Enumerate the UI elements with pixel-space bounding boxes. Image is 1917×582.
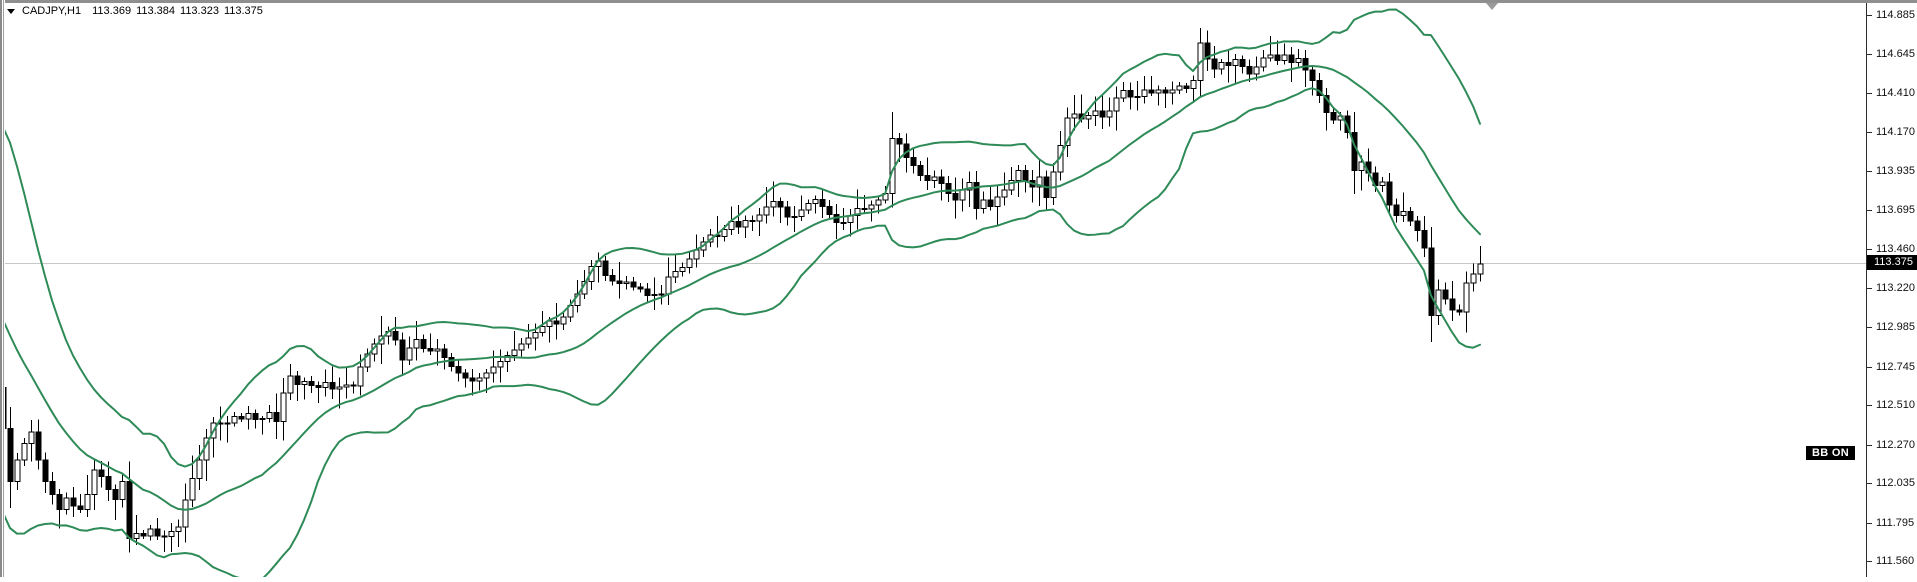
price-axis-tick-mark [1867,132,1872,133]
window-top-border [0,0,1917,3]
price-axis-tick-label: 112.510 [1876,399,1915,411]
price-axis-tick-label: 113.460 [1876,243,1915,255]
window-left-border [0,0,5,577]
price-axis-tick-mark [1867,93,1872,94]
bb-toggle-badge[interactable]: BB ON [1806,446,1855,460]
candlesticks [0,27,1484,553]
bollinger-middle-band [2,65,1481,511]
low-value: 113.323 [180,5,219,17]
price-axis-tick-mark [1867,523,1872,524]
current-price-tag: 113.375 [1867,255,1917,270]
symbol-timeframe-label: CADJPY,H1 [22,5,82,17]
ohlc-readout: CADJPY,H1 113.369 113.384 113.323 113.37… [7,4,268,18]
bollinger-upper-band [2,8,1481,468]
price-axis-tick-label: 114.410 [1876,87,1915,99]
price-axis-tick-label: 114.645 [1876,48,1915,60]
price-axis-tick-label: 111.560 [1876,555,1915,567]
price-axis-tick-mark [1867,367,1872,368]
price-axis-tick-label: 114.170 [1876,126,1915,138]
bollinger-lower-band [2,87,1481,581]
price-axis-tick-mark [1867,210,1872,211]
price-axis-tick-label: 112.270 [1876,439,1915,451]
price-axis-tick-label: 114.885 [1876,9,1915,21]
price-axis-tick-label: 113.695 [1876,204,1915,216]
open-value: 113.369 [92,5,132,17]
price-axis-tick-label: 112.985 [1876,321,1915,333]
price-axis-tick-mark [1867,249,1872,250]
price-axis-tick-label: 112.745 [1876,361,1915,373]
close-value: 113.375 [223,5,263,17]
price-axis-tick-label: 113.935 [1876,165,1915,177]
high-value: 113.384 [136,5,176,17]
price-axis-tick-label: 111.795 [1876,517,1915,529]
price-axis-tick-mark [1867,483,1872,484]
chevron-down-icon[interactable] [7,8,15,14]
chart-plot-area[interactable] [0,0,1866,581]
price-axis-tick-label: 113.220 [1876,282,1915,294]
price-axis[interactable]: 113.375 114.885 114.645 114.410 114.170 113.… [1866,0,1917,577]
chart-shift-marker-icon[interactable] [1486,3,1498,10]
price-axis-tick-mark [1867,54,1872,55]
price-axis-tick-mark [1867,171,1872,172]
price-axis-tick-mark [1867,288,1872,289]
price-axis-tick-label: 112.035 [1876,477,1915,489]
price-axis-tick-mark [1867,561,1872,562]
price-axis-tick-mark [1867,15,1872,16]
price-axis-tick-mark [1867,445,1872,446]
price-axis-tick-mark [1867,327,1872,328]
price-axis-tick-mark [1867,405,1872,406]
chart-canvas [0,8,1866,581]
